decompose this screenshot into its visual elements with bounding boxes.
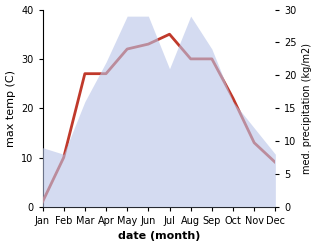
X-axis label: date (month): date (month) xyxy=(118,231,200,242)
Y-axis label: med. precipitation (kg/m2): med. precipitation (kg/m2) xyxy=(302,43,313,174)
Y-axis label: max temp (C): max temp (C) xyxy=(5,70,16,147)
